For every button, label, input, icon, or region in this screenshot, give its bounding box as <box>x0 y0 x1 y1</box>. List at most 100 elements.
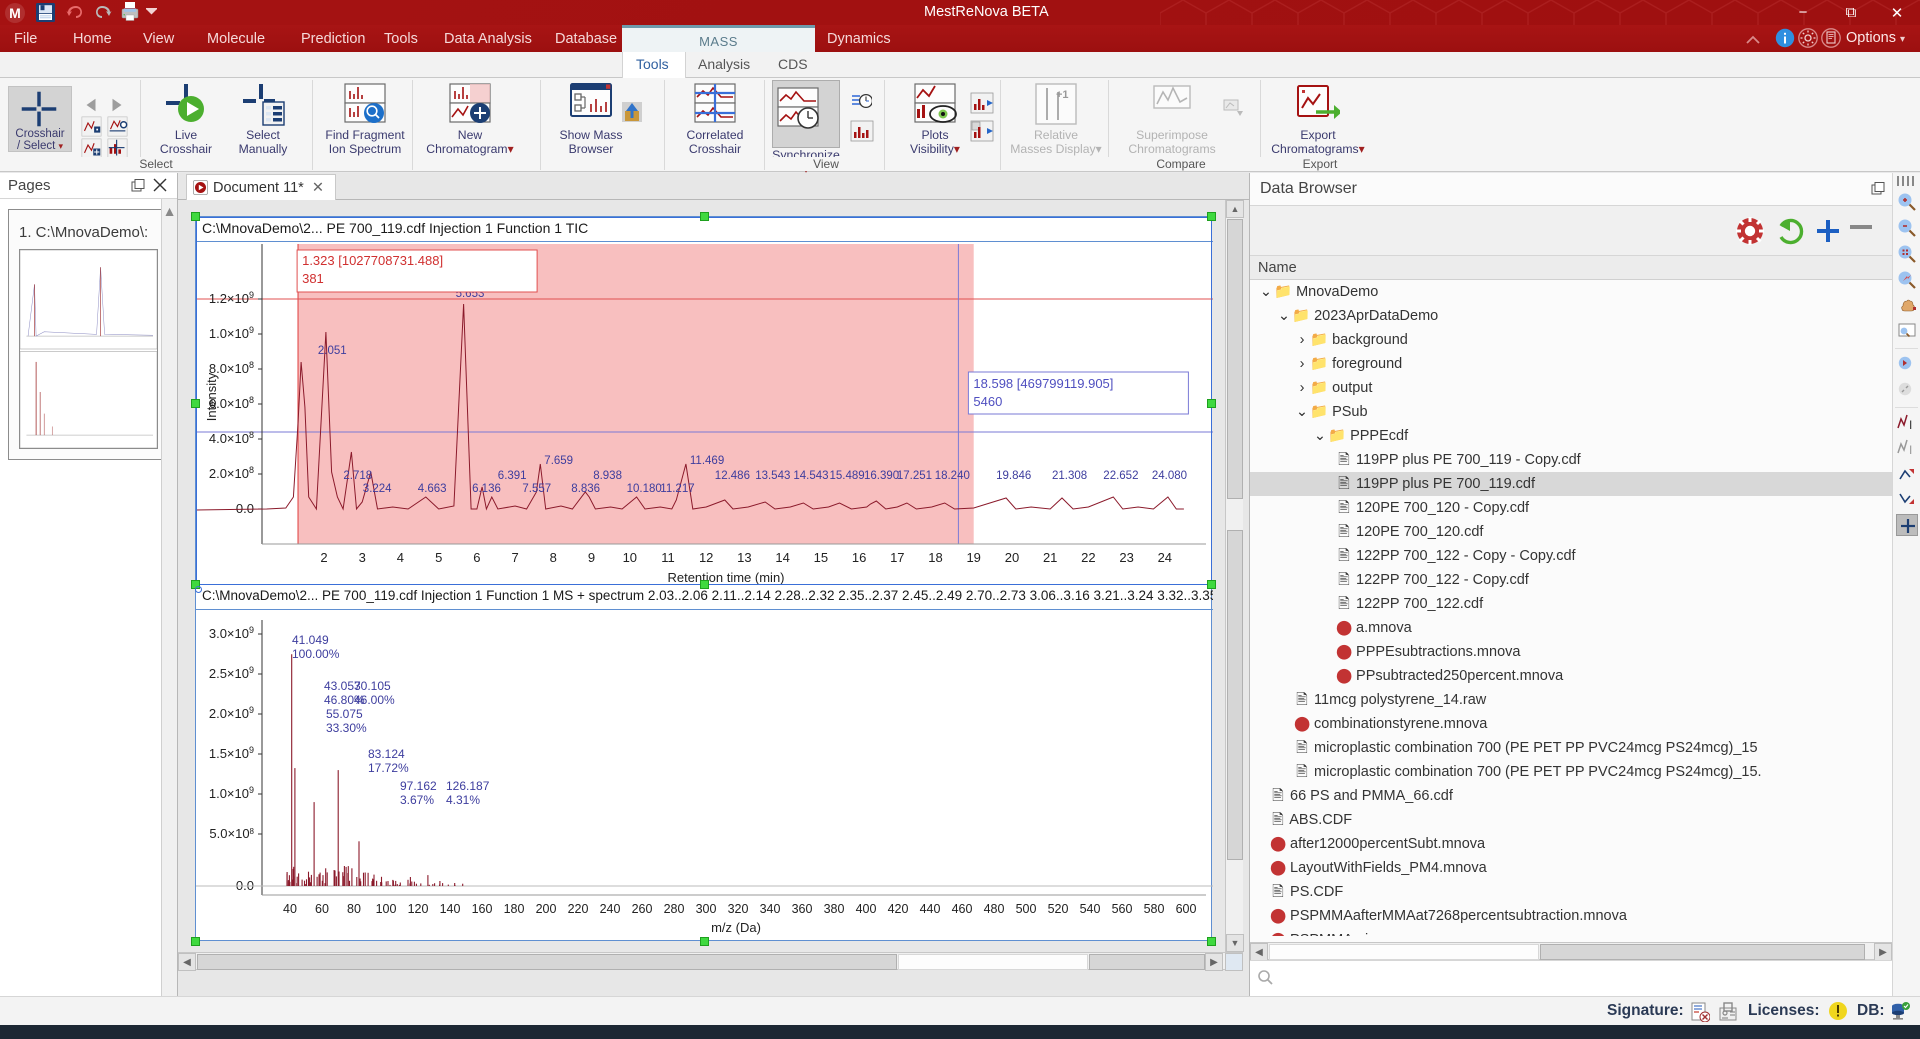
svg-text:6.391: 6.391 <box>498 470 527 482</box>
svg-text:381: 381 <box>302 271 324 286</box>
svg-text:126.187: 126.187 <box>446 779 490 793</box>
svg-text:1.2×109: 1.2×109 <box>209 290 254 306</box>
svg-text:13.543: 13.543 <box>755 470 790 482</box>
svg-text:14.543: 14.543 <box>793 470 828 482</box>
svg-text:500: 500 <box>1016 902 1037 916</box>
svg-text:Intensity: Intensity <box>204 372 219 421</box>
svg-text:3: 3 <box>359 550 366 565</box>
svg-text:360: 360 <box>792 902 813 916</box>
svg-text:33.30%: 33.30% <box>326 721 367 735</box>
svg-text:560: 560 <box>1112 902 1133 916</box>
svg-text:18.240: 18.240 <box>935 470 970 482</box>
svg-text:320: 320 <box>728 902 749 916</box>
svg-text:83.124: 83.124 <box>368 747 405 761</box>
svg-text:20: 20 <box>1005 550 1019 565</box>
svg-text:10: 10 <box>623 550 637 565</box>
svg-text:400: 400 <box>856 902 877 916</box>
svg-text:41.049: 41.049 <box>292 633 329 647</box>
svg-text:46.00%: 46.00% <box>354 693 395 707</box>
svg-text:18.598 [469799119.905]: 18.598 [469799119.905] <box>973 376 1113 391</box>
svg-text:7: 7 <box>511 550 518 565</box>
svg-text:340: 340 <box>760 902 781 916</box>
svg-text:21.308: 21.308 <box>1052 470 1087 482</box>
svg-text:1.0×109: 1.0×109 <box>209 325 254 341</box>
svg-text:16: 16 <box>852 550 866 565</box>
svg-text:2.0×109: 2.0×109 <box>209 705 254 721</box>
svg-text:97.162: 97.162 <box>400 779 437 793</box>
svg-text:3.224: 3.224 <box>363 483 392 495</box>
svg-text:12: 12 <box>699 550 713 565</box>
svg-text:2.051: 2.051 <box>318 345 347 357</box>
svg-text:3.67%: 3.67% <box>400 793 434 807</box>
svg-text:220: 220 <box>568 902 589 916</box>
svg-text:40: 40 <box>283 902 297 916</box>
svg-text:6.136: 6.136 <box>472 483 501 495</box>
svg-text:13: 13 <box>737 550 751 565</box>
svg-text:11.469: 11.469 <box>690 455 724 467</box>
svg-text:120: 120 <box>408 902 429 916</box>
svg-text:380: 380 <box>824 902 845 916</box>
svg-text:Retention time (min): Retention time (min) <box>667 570 784 585</box>
svg-text:2.718: 2.718 <box>343 470 372 482</box>
svg-text:I: I <box>1909 443 1912 457</box>
svg-text:5: 5 <box>435 550 442 565</box>
svg-text:19: 19 <box>966 550 980 565</box>
svg-text:60: 60 <box>315 902 329 916</box>
svg-text:12.486: 12.486 <box>715 470 750 482</box>
svg-text:280: 280 <box>664 902 685 916</box>
svg-text:240: 240 <box>600 902 621 916</box>
svg-text:19.846: 19.846 <box>996 470 1031 482</box>
svg-text:11.217: 11.217 <box>660 483 694 495</box>
svg-text:420: 420 <box>888 902 909 916</box>
svg-text:11: 11 <box>661 550 675 565</box>
svg-text:17.251: 17.251 <box>897 470 932 482</box>
svg-text:m/z (Da): m/z (Da) <box>711 920 761 935</box>
svg-text:2.5×109: 2.5×109 <box>209 665 254 681</box>
svg-text:580: 580 <box>1144 902 1165 916</box>
svg-text:9: 9 <box>588 550 595 565</box>
svg-text:1.5×109: 1.5×109 <box>209 745 254 761</box>
svg-text:14: 14 <box>775 550 789 565</box>
svg-text:24: 24 <box>1158 550 1172 565</box>
svg-text:460: 460 <box>952 902 973 916</box>
svg-text:4.31%: 4.31% <box>446 793 480 807</box>
svg-text:160: 160 <box>472 902 493 916</box>
svg-text:300: 300 <box>696 902 717 916</box>
svg-text:6: 6 <box>473 550 480 565</box>
svg-text:24.080: 24.080 <box>1152 470 1187 482</box>
svg-text:+1: +1 <box>1056 89 1069 101</box>
svg-text:200: 200 <box>536 902 557 916</box>
svg-text:540: 540 <box>1080 902 1101 916</box>
svg-text:100.00%: 100.00% <box>292 647 340 661</box>
svg-text:1.323 [1027708731.488]: 1.323 [1027708731.488] <box>302 253 443 268</box>
svg-text:4.0×108: 4.0×108 <box>209 430 254 446</box>
svg-text:600: 600 <box>1176 902 1197 916</box>
svg-text:2: 2 <box>320 550 327 565</box>
svg-text:5460: 5460 <box>973 394 1002 409</box>
svg-text:I: I <box>1909 418 1912 432</box>
svg-text:18: 18 <box>928 550 942 565</box>
svg-text:22: 22 <box>1081 550 1095 565</box>
svg-text:4: 4 <box>397 550 404 565</box>
svg-text:7.557: 7.557 <box>522 483 551 495</box>
svg-text:17.72%: 17.72% <box>368 761 409 775</box>
svg-text:100: 100 <box>376 902 397 916</box>
svg-text:15: 15 <box>814 550 828 565</box>
svg-text:21: 21 <box>1043 550 1057 565</box>
svg-text:180: 180 <box>504 902 525 916</box>
svg-text:10.180: 10.180 <box>627 483 662 495</box>
svg-text:16.390: 16.390 <box>864 470 899 482</box>
svg-text:480: 480 <box>984 902 1005 916</box>
svg-text:8.836: 8.836 <box>571 483 600 495</box>
svg-text:5.0×108: 5.0×108 <box>209 826 254 841</box>
svg-text:17: 17 <box>890 550 904 565</box>
svg-text:260: 260 <box>632 902 653 916</box>
svg-text:80: 80 <box>347 902 361 916</box>
svg-text:55.075: 55.075 <box>326 707 363 721</box>
svg-text:22.652: 22.652 <box>1103 470 1138 482</box>
svg-text:7.659: 7.659 <box>544 455 573 467</box>
svg-text:3.0×109: 3.0×109 <box>209 625 254 641</box>
svg-text:70.105: 70.105 <box>354 679 391 693</box>
svg-text:23: 23 <box>1119 550 1133 565</box>
svg-text:520: 520 <box>1048 902 1069 916</box>
